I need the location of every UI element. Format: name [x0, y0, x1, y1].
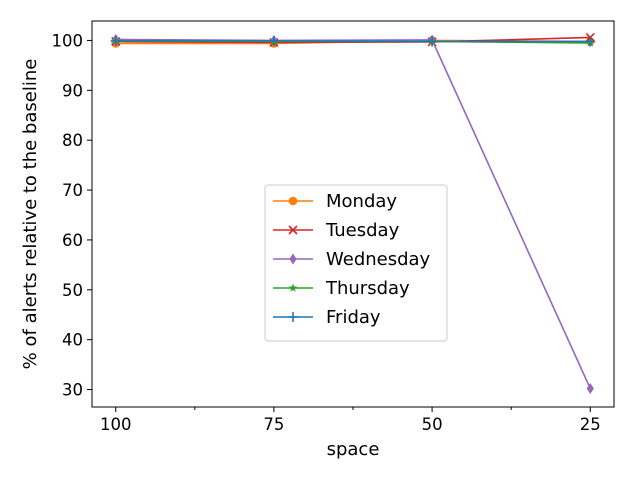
y-tick-label-5: 80 [62, 131, 83, 150]
legend-marker-monday [288, 196, 298, 206]
data-point-friday-2 [427, 36, 438, 47]
x-tick-label-1: 75 [263, 415, 284, 434]
x-tick-label-0: 100 [100, 415, 132, 434]
legend-marker-friday [288, 312, 298, 322]
x-tick-label-2: 50 [422, 415, 443, 434]
legend-marker-tuesday [288, 225, 298, 235]
data-point-friday-1 [268, 35, 279, 46]
x-tick-label-3: 25 [580, 415, 601, 434]
y-tick-label-2: 50 [62, 281, 83, 300]
series-line-friday [115, 40, 591, 43]
x-axis: 100 75 50 25 [100, 407, 601, 434]
legend-item-thursday: Thursday [273, 278, 410, 299]
plot-area [110, 32, 596, 395]
data-point-wednesday-3 [586, 383, 594, 395]
legend-item-monday: Monday [273, 191, 397, 212]
y-axis: 30 40 50 60 70 80 90 100 [52, 31, 92, 400]
legend-box [264, 184, 448, 342]
y-tick-label-1: 40 [62, 331, 83, 350]
data-point-friday-0 [110, 35, 121, 46]
legend-item-tuesday: Tuesday [273, 220, 400, 241]
series-line-wednesday [115, 38, 591, 389]
y-tick-label-4: 70 [62, 181, 83, 200]
series-friday [110, 35, 596, 47]
legend-label-friday: Friday [326, 307, 381, 328]
y-tick-label-0: 30 [62, 381, 83, 400]
legend-marker-thursday [288, 283, 298, 292]
legend-label-monday: Monday [326, 191, 397, 212]
legend-item-wednesday: Wednesday [273, 249, 431, 270]
y-axis-label: % of alerts relative to the baseline [20, 59, 41, 370]
y-tick-label-3: 60 [62, 231, 83, 250]
legend-marker-wednesday [289, 253, 297, 265]
legend-label-thursday: Thursday [325, 278, 410, 299]
legend-label-tuesday: Tuesday [325, 220, 400, 241]
y-tick-label-6: 90 [62, 81, 83, 100]
data-point-friday-3 [585, 36, 596, 47]
y-tick-label-7: 100 [52, 31, 84, 50]
legend-label-wednesday: Wednesday [326, 249, 431, 270]
x-axis-label: space [327, 439, 380, 460]
legend-item-friday: Friday [273, 307, 381, 328]
legend: Monday Tuesday Wednesday Thursday Friday [264, 184, 448, 342]
